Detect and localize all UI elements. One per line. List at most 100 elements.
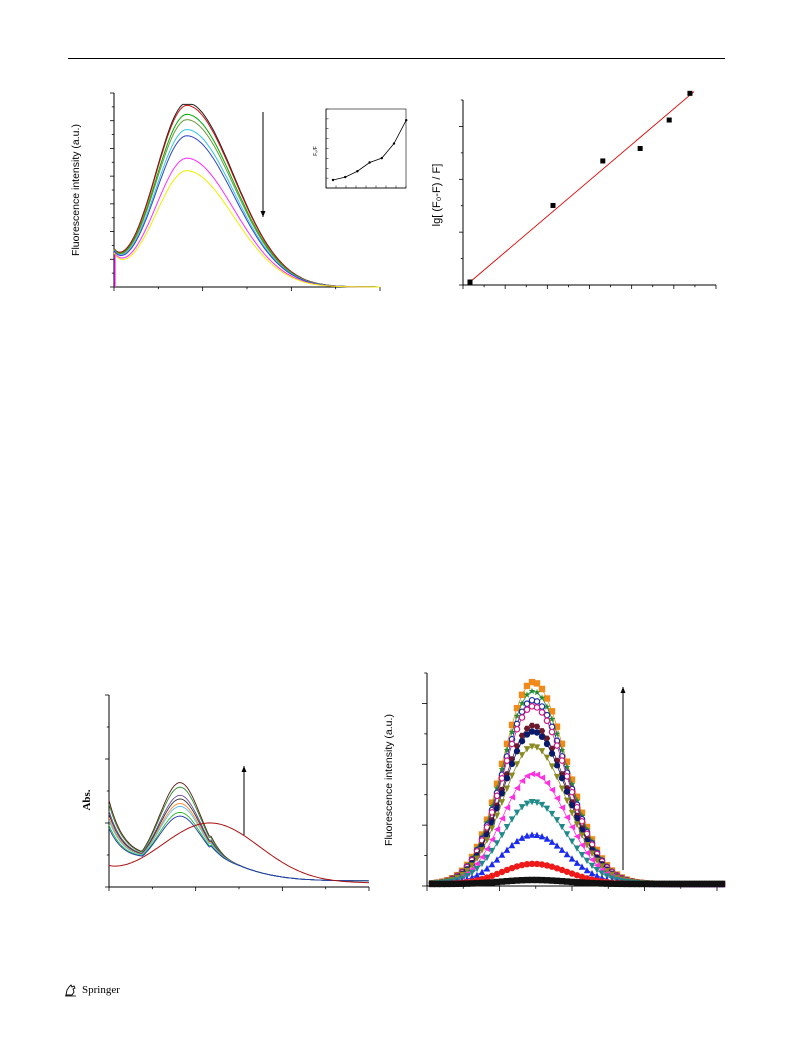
marker-triangle-left xyxy=(563,814,571,821)
marker-hexagon xyxy=(528,722,536,729)
fit-line xyxy=(469,91,695,283)
arrow-head xyxy=(241,766,247,772)
marker-triangle-down xyxy=(488,825,496,832)
marker-square xyxy=(453,880,461,888)
chart-d-ylabel: Fluorescence intensity (a.u.) xyxy=(383,714,395,846)
series xyxy=(428,876,726,888)
chart-c: Abs. xyxy=(81,694,370,891)
marker-triangle-down xyxy=(548,763,556,770)
marker-triangle-up xyxy=(588,869,596,877)
marker-square xyxy=(563,878,571,885)
marker-circle xyxy=(488,872,496,880)
marker-triangle-down xyxy=(568,809,576,817)
marker-circle xyxy=(533,860,541,868)
arrow-head xyxy=(620,687,626,693)
marker-square xyxy=(668,880,676,888)
marker-star xyxy=(503,746,511,753)
marker-triangle-down xyxy=(488,847,496,855)
chart-a-arrow xyxy=(260,112,266,217)
marker-square xyxy=(573,879,581,886)
marker-star xyxy=(558,746,566,753)
marker-square xyxy=(683,880,691,888)
marker-triangle-down xyxy=(553,773,561,781)
marker-square xyxy=(603,880,611,887)
marker-square xyxy=(518,877,526,884)
marker-square xyxy=(638,880,646,888)
marker-triangle-left xyxy=(483,845,491,853)
marker-circle xyxy=(563,788,571,795)
marker-triangle-down xyxy=(513,761,521,768)
marker-circle xyxy=(498,868,506,876)
marker-triangle-down xyxy=(533,744,541,751)
marker-circle xyxy=(513,748,521,755)
marker-square xyxy=(688,880,696,888)
inset-point xyxy=(331,178,335,182)
marker-star xyxy=(553,730,561,737)
marker-triangle-up xyxy=(498,851,506,858)
marker-triangle-left xyxy=(583,849,591,857)
marker-triangle-left xyxy=(568,823,576,831)
marker-star xyxy=(533,688,541,696)
marker-triangle-down xyxy=(548,810,556,818)
chart-d-series xyxy=(428,678,726,888)
marker-square xyxy=(543,695,551,702)
marker-triangle-down xyxy=(478,847,486,854)
marker-triangle-up xyxy=(578,863,586,870)
marker-star xyxy=(573,797,581,804)
marker-square xyxy=(493,780,501,787)
marker-hexagon xyxy=(543,735,551,742)
marker-triangle-left xyxy=(573,833,581,840)
marker-triangle-down xyxy=(493,840,501,847)
marker-star xyxy=(568,780,576,788)
marker-triangle-left xyxy=(523,772,531,780)
marker-triangle-down xyxy=(503,824,511,831)
marker-square xyxy=(678,880,686,888)
marker-triangle-down xyxy=(608,871,616,879)
series-line xyxy=(108,798,370,882)
marker-square xyxy=(433,880,441,888)
marker-circle-open xyxy=(533,704,541,711)
marker-triangle-up xyxy=(543,835,551,842)
chart-a-axes xyxy=(110,92,381,291)
marker-square xyxy=(473,880,481,887)
marker-triangle-up xyxy=(533,831,541,839)
inset-frame xyxy=(325,108,407,189)
marker-circle-open xyxy=(518,714,526,721)
marker-square xyxy=(613,880,621,888)
marker-circle xyxy=(538,861,546,868)
marker-triangle-down xyxy=(563,831,571,838)
marker-triangle-up xyxy=(518,834,526,841)
marker-circle xyxy=(578,873,586,881)
marker-triangle-down xyxy=(478,860,486,868)
marker-circle xyxy=(548,750,556,757)
marker-triangle-down xyxy=(563,797,571,805)
marker-square xyxy=(558,877,566,885)
chart-a-ylabel: Fluorescence intensity (a.u.) xyxy=(70,124,82,256)
marker-triangle-down xyxy=(603,868,611,875)
chart-a-inset-ylabel: F₀/F xyxy=(313,146,319,156)
marker-square xyxy=(568,878,576,886)
marker-triangle-down xyxy=(493,812,501,820)
inset-line xyxy=(332,120,407,181)
marker-triangle-up xyxy=(528,831,536,838)
marker-circle xyxy=(518,861,526,869)
marker-triangle-up xyxy=(563,850,571,858)
marker-square xyxy=(558,740,566,747)
marker-triangle-left xyxy=(578,841,586,849)
inset-point xyxy=(405,118,408,122)
marker-square xyxy=(708,880,716,888)
inset-point xyxy=(392,142,396,145)
series-line xyxy=(108,815,370,882)
marker-square xyxy=(658,880,666,888)
marker-triangle-left xyxy=(518,777,526,785)
chart-a: Fluorescence intensity (a.u.) F₀/F xyxy=(70,92,408,291)
marker-triangle-down xyxy=(458,871,466,879)
marker-triangle-up xyxy=(523,832,531,839)
marker-triangle-down xyxy=(468,862,476,869)
marker-triangle-left xyxy=(588,856,596,863)
marker-square xyxy=(548,708,556,715)
marker-triangle-left xyxy=(513,784,521,792)
marker-triangle-down xyxy=(568,838,576,845)
marker-square xyxy=(523,876,531,884)
marker-square xyxy=(498,760,506,768)
